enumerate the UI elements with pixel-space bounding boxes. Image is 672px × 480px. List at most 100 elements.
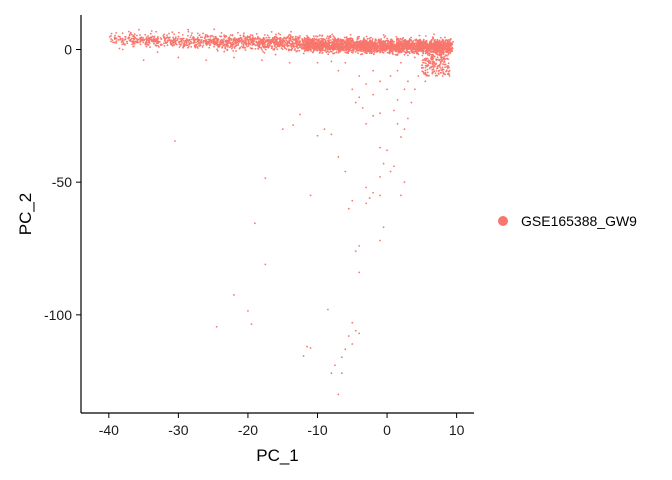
- data-point: [262, 37, 265, 40]
- data-point: [219, 43, 222, 46]
- data-point: [344, 51, 347, 54]
- data-point: [266, 34, 269, 37]
- data-point: [269, 42, 272, 45]
- data-point: [115, 40, 118, 42]
- data-point: [327, 37, 330, 40]
- data-point: [299, 41, 301, 44]
- data-point: [357, 52, 359, 54]
- data-point: [337, 37, 340, 40]
- data-point: [427, 64, 430, 67]
- data-point: [400, 51, 403, 54]
- data-point: [176, 37, 179, 40]
- data-point: [274, 35, 277, 38]
- data-point: [272, 41, 274, 44]
- data-point: [128, 30, 130, 33]
- data-point: [352, 41, 355, 43]
- data-point: [233, 56, 235, 59]
- data-point: [308, 44, 311, 47]
- data-point: [333, 364, 336, 367]
- data-point: [366, 43, 368, 46]
- data-point: [112, 41, 114, 44]
- data-point: [181, 41, 184, 44]
- data-point: [451, 50, 454, 53]
- data-point: [232, 40, 235, 43]
- data-point: [350, 51, 353, 54]
- data-point: [178, 46, 181, 48]
- data-point: [276, 41, 279, 44]
- data-point: [323, 128, 326, 130]
- data-point: [440, 56, 442, 59]
- data-point: [430, 50, 433, 53]
- data-point: [300, 45, 303, 47]
- data-point: [303, 39, 306, 42]
- data-point: [435, 69, 438, 72]
- data-point: [329, 45, 332, 47]
- data-point: [381, 46, 383, 49]
- data-point: [113, 36, 116, 39]
- data-point: [362, 49, 365, 51]
- data-point: [301, 43, 304, 46]
- data-point: [232, 43, 234, 46]
- data-point: [447, 72, 450, 75]
- data-point: [421, 64, 424, 67]
- data-point: [118, 35, 121, 38]
- data-point: [317, 48, 320, 51]
- data-point: [353, 43, 355, 46]
- data-point: [410, 43, 413, 45]
- data-point: [325, 37, 328, 40]
- data-point: [391, 52, 394, 55]
- data-point: [243, 47, 246, 49]
- data-point: [277, 37, 280, 40]
- data-point: [380, 48, 383, 51]
- data-point: [376, 48, 379, 51]
- data-point: [211, 34, 213, 37]
- data-point: [164, 41, 167, 43]
- data-point: [163, 33, 165, 36]
- data-point: [371, 43, 374, 46]
- data-point: [121, 48, 124, 51]
- data-point: [358, 35, 361, 38]
- data-point: [369, 40, 372, 43]
- data-point: [244, 43, 247, 46]
- data-point: [144, 38, 146, 41]
- data-point: [340, 41, 343, 43]
- data-point: [424, 69, 427, 72]
- data-point: [230, 39, 233, 41]
- data-point: [198, 39, 201, 42]
- data-point: [123, 39, 125, 41]
- data-point: [204, 34, 207, 36]
- data-point: [342, 39, 345, 42]
- data-point: [444, 36, 446, 39]
- data-point: [433, 70, 436, 73]
- data-point: [257, 37, 260, 40]
- data-point: [312, 48, 315, 50]
- data-point: [149, 36, 152, 39]
- data-point: [124, 43, 126, 46]
- data-point: [382, 34, 385, 36]
- data-point: [325, 51, 328, 54]
- data-point: [384, 35, 387, 38]
- data-point: [144, 42, 147, 45]
- data-point: [216, 48, 218, 51]
- data-point: [190, 34, 193, 37]
- data-point: [213, 43, 216, 46]
- data-point: [149, 32, 152, 35]
- data-point: [202, 32, 204, 35]
- data-point: [435, 52, 437, 55]
- data-point: [222, 40, 225, 43]
- data-point: [166, 44, 169, 47]
- data-point: [412, 40, 415, 42]
- data-point: [290, 40, 293, 43]
- data-point: [295, 37, 298, 40]
- data-point: [411, 41, 414, 44]
- data-point: [232, 49, 235, 52]
- data-point: [425, 50, 428, 53]
- data-point: [172, 36, 174, 39]
- data-point: [427, 49, 430, 52]
- x-tick-label: 10: [449, 422, 465, 438]
- data-point: [438, 49, 441, 52]
- data-point: [271, 47, 273, 49]
- data-point: [327, 44, 330, 47]
- data-point: [339, 48, 341, 51]
